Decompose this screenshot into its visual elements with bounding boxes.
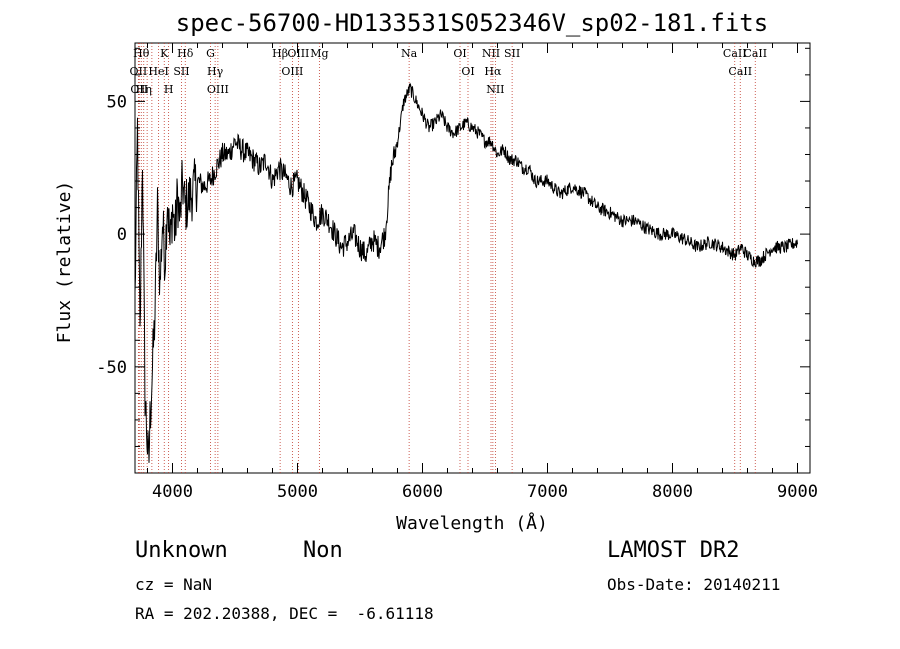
line-label: NII [486,83,504,96]
line-label: Hδ [177,47,194,60]
line-label: SII [173,65,189,78]
spectrum-series [134,82,798,463]
line-label: OIII [207,83,229,96]
line-label: CaII [723,47,747,60]
y-tick-label: -50 [96,358,127,378]
y-axis-label: Flux (relative) [54,181,75,344]
plot-border [134,42,811,474]
object-subclass: Non [303,538,343,563]
object-class: Unknown [135,538,228,563]
axis-ticks: 4000 5000 6000 7000 8000 9000 -50 0 50 [96,43,818,502]
line-label: Hη [136,83,152,96]
chart-title: spec-56700-HD133531S052346V_sp02-181.fit… [176,9,768,37]
line-label: Hγ [207,65,224,78]
x-axis-label: Wavelength (Å) [396,512,548,534]
x-tick-label: 8000 [652,482,693,502]
line-label: Hα [484,65,502,78]
line-label: Mg [310,47,328,60]
survey-name: LAMOST DR2 [607,538,740,563]
x-tick-label: 6000 [402,482,443,502]
spectral-line-markers [137,43,756,473]
line-label: Hβ [272,47,288,60]
line-label: Na [401,47,418,60]
line-label: CaII [728,65,752,78]
line-label: SII [504,47,520,60]
y-tick-label: 0 [117,225,127,245]
line-label: OII [130,83,148,96]
plot-frame [134,42,811,474]
observation-date: Obs-Date: 20140211 [607,575,781,594]
redshift-cz: cz = NaN [135,575,213,594]
x-tick-label: 5000 [277,482,318,502]
line-label: HeI [148,65,168,78]
line-label: H [164,83,174,96]
line-label: CaII [743,47,767,60]
line-label: Hθ [133,47,150,60]
line-label: OI [453,47,466,60]
x-tick-label: 4000 [152,482,193,502]
line-label: OIII [287,47,309,60]
line-label: OIII [281,65,303,78]
x-tick-label: 7000 [527,482,568,502]
line-label: OII [130,65,148,78]
line-label: NII [482,47,500,60]
line-label: K [160,47,169,60]
spectrum-line [134,82,798,463]
coordinates: RA = 202.20388, DEC = -6.61118 [135,604,434,623]
x-tick-label: 9000 [777,482,818,502]
line-label: OI [461,65,474,78]
y-tick-label: 50 [107,92,127,112]
line-label: G [206,47,215,60]
